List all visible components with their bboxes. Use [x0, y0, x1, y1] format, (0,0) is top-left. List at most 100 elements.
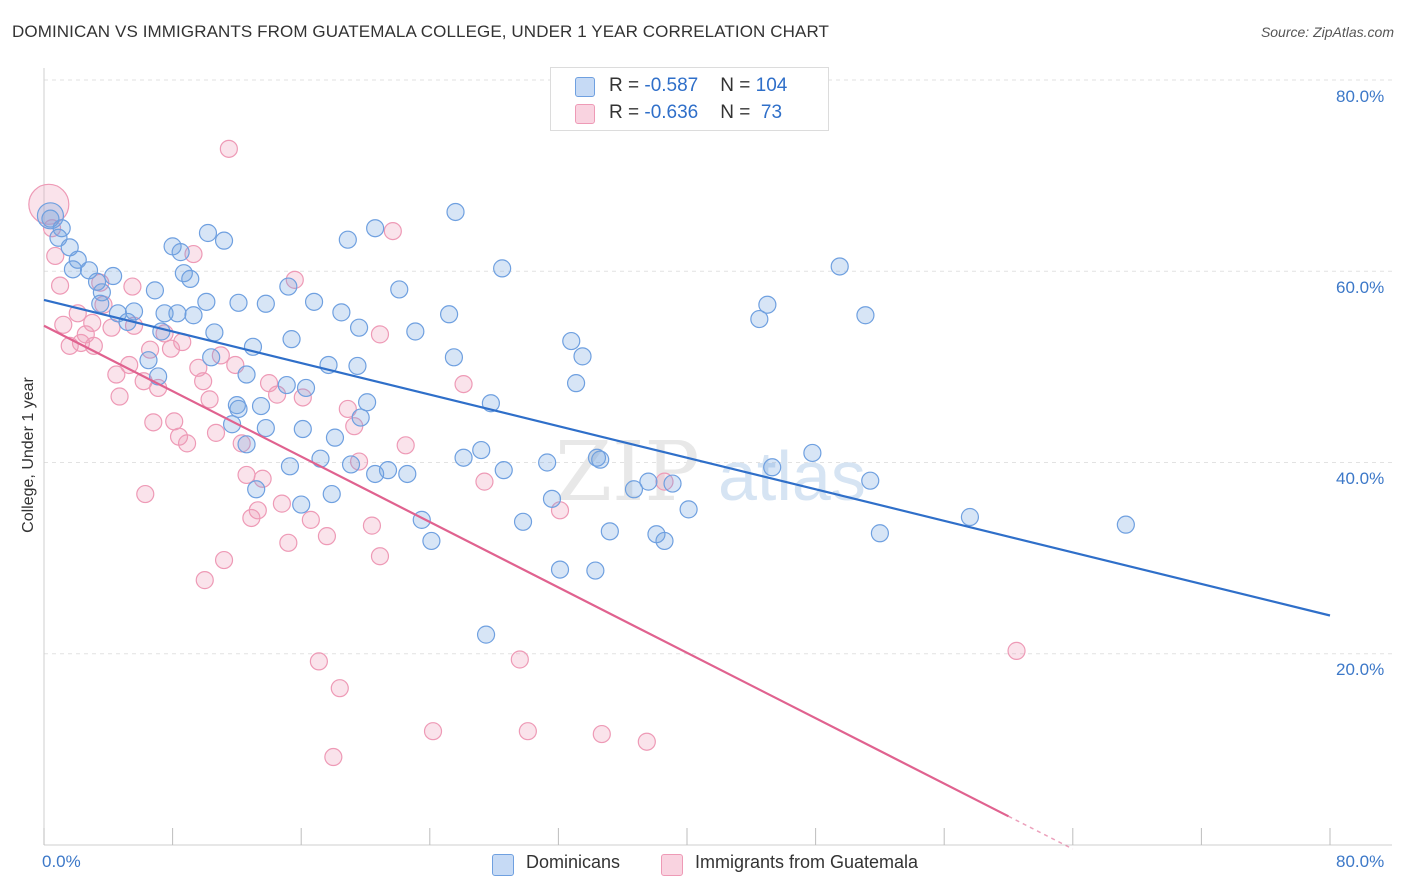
stats-legend: R = -0.587 N = 104 R = -0.636 N = 73 — [550, 67, 829, 131]
data-point-dominicans — [149, 367, 168, 386]
series-guatemala-points — [28, 139, 1026, 767]
data-point-dominicans — [639, 472, 658, 491]
data-point-dominicans — [446, 202, 465, 222]
legend-swatch-blue — [575, 77, 595, 97]
data-point-dominicans — [227, 396, 246, 415]
data-point-guatemala — [189, 358, 208, 377]
data-point-dominicans — [296, 378, 316, 398]
data-point-dominicans — [280, 457, 300, 476]
data-point-dominicans — [624, 480, 644, 499]
watermark: ZIP atlas — [555, 425, 866, 520]
data-point-dominicans — [679, 500, 698, 519]
data-point-guatemala — [206, 423, 226, 442]
data-point-dominicans — [168, 304, 187, 323]
data-point-guatemala — [83, 313, 102, 332]
data-point-dominicans — [237, 365, 256, 384]
data-point-dominicans — [655, 531, 674, 551]
data-point-dominicans — [573, 347, 592, 366]
data-point-guatemala — [267, 385, 287, 404]
legend-r-value: -0.636 — [644, 102, 699, 123]
data-point-guatemala — [510, 650, 529, 669]
data-point-guatemala — [317, 527, 337, 546]
data-point-guatemala — [396, 436, 415, 455]
data-point-dominicans — [476, 625, 496, 644]
data-point-guatemala — [219, 139, 238, 158]
data-point-guatemala — [194, 372, 213, 391]
data-point-guatemala — [423, 722, 443, 741]
y-tick-label: 20.0% — [1336, 660, 1385, 679]
legend-label: Dominicans — [526, 852, 621, 872]
data-point-dominicans — [338, 230, 357, 249]
watermark-zip: ZIP — [555, 425, 700, 520]
data-point-dominicans — [91, 294, 110, 313]
data-point-guatemala — [475, 472, 494, 491]
data-point-dominicans — [341, 455, 361, 474]
y-tick-label: 80.0% — [1336, 87, 1385, 106]
data-point-dominicans — [663, 474, 682, 493]
bottom-legend-guatemala: Immigrants from Guatemala — [661, 852, 919, 876]
data-point-guatemala — [454, 374, 473, 394]
data-point-guatemala — [285, 270, 304, 289]
data-point-dominicans — [439, 305, 459, 324]
data-point-guatemala — [200, 390, 219, 409]
data-point-guatemala — [279, 533, 298, 552]
data-point-guatemala — [237, 465, 256, 485]
data-point-dominicans — [87, 272, 107, 291]
legend-n-label: N = — [720, 75, 756, 96]
data-point-dominicans — [251, 396, 271, 416]
x-tick-label-right: 80.0% — [1336, 852, 1385, 871]
data-point-guatemala — [338, 399, 357, 419]
axes — [43, 68, 1392, 846]
data-point-dominicans — [332, 303, 351, 322]
y-tick-label: 60.0% — [1336, 278, 1385, 297]
data-point-dominicans — [758, 295, 777, 314]
data-point-guatemala — [637, 732, 656, 751]
data-point-dominicans — [152, 322, 171, 341]
data-point-dominicans — [856, 306, 875, 325]
trend-lines — [43, 298, 1331, 850]
data-point-dominicans — [277, 375, 296, 395]
legend-r-label: R = — [609, 102, 645, 123]
data-point-guatemala — [195, 571, 214, 590]
data-point-dominicans — [1116, 515, 1135, 534]
legend-swatch-pink — [661, 854, 683, 876]
y-tick-label: 40.0% — [1336, 469, 1385, 488]
data-point-guatemala — [362, 516, 382, 535]
data-point-dominicans — [494, 461, 513, 480]
data-point-dominicans — [600, 522, 619, 541]
data-point-dominicans — [406, 322, 425, 341]
chart-title: DOMINICAN VS IMMIGRANTS FROM GUATEMALA C… — [12, 22, 829, 41]
data-point-dominicans — [145, 281, 165, 300]
data-point-guatemala — [50, 276, 70, 295]
data-point-dominicans — [472, 440, 491, 460]
data-point-guatemala — [330, 679, 349, 698]
data-point-guatemala — [54, 315, 73, 334]
legend-n-label: N = — [720, 102, 756, 123]
data-point-dominicans — [351, 408, 370, 427]
data-point-dominicans — [562, 331, 581, 351]
series-dominicans-points — [36, 202, 1135, 644]
data-point-dominicans — [256, 294, 275, 313]
data-point-guatemala — [136, 484, 155, 504]
data-point-dominicans — [366, 464, 385, 484]
data-point-dominicans — [591, 450, 610, 469]
data-point-dominicans — [214, 231, 234, 250]
data-point-dominicans — [325, 428, 345, 447]
data-point-dominicans — [358, 393, 377, 412]
data-point-guatemala — [46, 246, 65, 266]
data-point-dominicans — [293, 419, 312, 439]
data-point-guatemala — [177, 434, 197, 453]
data-point-guatemala — [309, 652, 328, 671]
bottom-legend-dominicans: Dominicans — [492, 852, 621, 876]
data-point-guatemala — [518, 722, 537, 741]
data-point-dominicans — [49, 228, 68, 247]
data-point-guatemala — [301, 510, 320, 529]
data-point-guatemala — [107, 365, 126, 384]
legend-label: Immigrants from Guatemala — [695, 852, 919, 872]
data-point-dominicans — [960, 507, 980, 527]
data-point-dominicans — [68, 250, 87, 269]
data-point-guatemala — [248, 501, 267, 520]
data-point-dominicans — [454, 448, 473, 467]
data-point-dominicans — [422, 531, 441, 551]
